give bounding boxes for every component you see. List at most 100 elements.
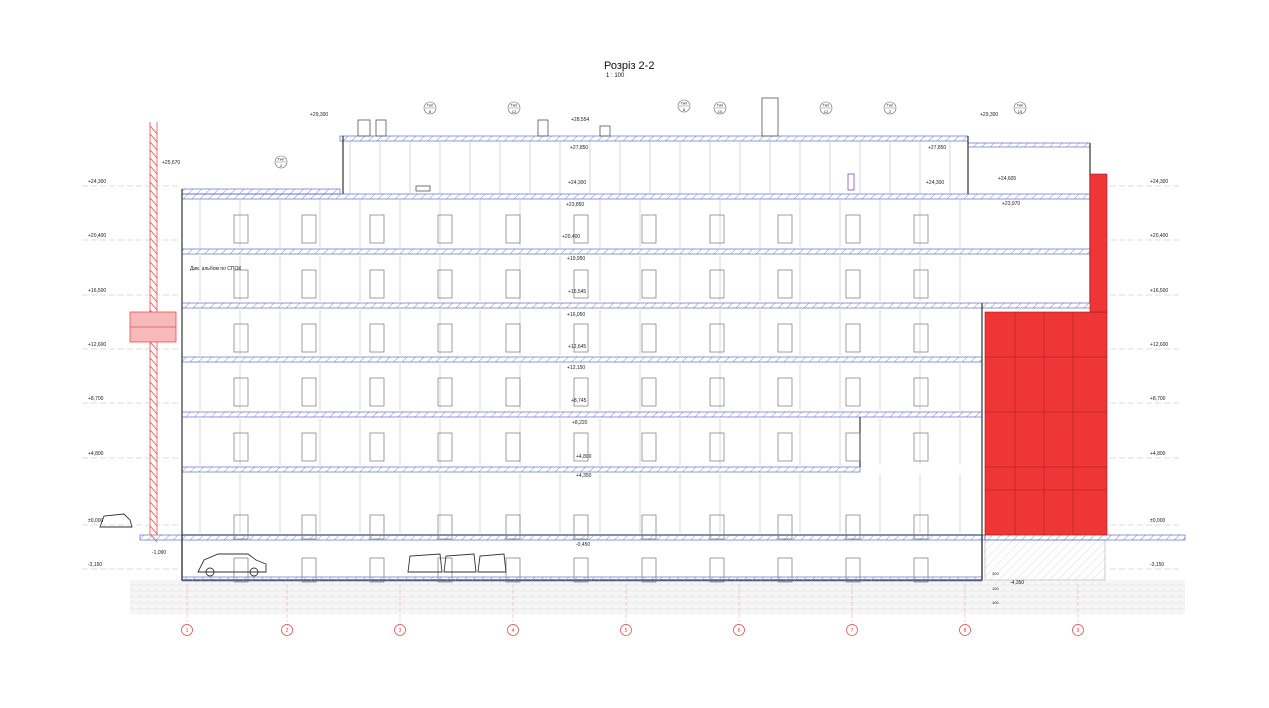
svg-text:Тип: Тип [823,103,830,108]
elevation-right-5: +4,800 [1150,451,1166,457]
elevation-left-1: +20,400 [88,233,106,239]
inner-mark-4: +20,400 [562,234,580,240]
axis-8: 8 [959,584,971,636]
inner-mark-extra-0: +27,850 [928,145,946,151]
svg-text:8: 8 [683,107,686,112]
construction-hoist [129,122,177,543]
inner-mark-5: +19,950 [567,256,585,262]
car-silhouettes [99,513,507,577]
svg-text:2: 2 [889,109,892,114]
inner-mark-10: +8,745 [571,398,587,404]
roof-mark-right: +29,300 [980,112,998,118]
elevation-right-7: -3,150 [1150,562,1164,568]
floor-slabs [181,135,1093,473]
axis-1: 1 [181,584,193,636]
axis-4: 4 [507,584,519,636]
pit-hatch [984,539,1106,581]
svg-text:Тип: Тип [681,101,688,106]
inner-mark-extra-1: +24,300 [926,180,944,186]
door-openings [233,214,929,583]
drawing-title: Розріз 2-2 [604,60,655,72]
svg-text:1: 1 [186,628,189,634]
inner-level-marks: +28,554 +27,850 +24,300 +23,850 +20,400 +19,9… [152,117,1024,586]
roof-equipment [357,97,855,192]
svg-text:8: 8 [964,628,967,634]
inner-mark-0: +28,554 [571,117,589,123]
block-level-mark: +24,605 [998,176,1016,182]
dim-2: 100 [992,586,999,591]
svg-text:Тип: Тип [717,103,724,108]
svg-text:12: 12 [824,109,829,114]
svg-text:8: 8 [429,109,432,114]
elevation-right-3: +12,600 [1150,342,1168,348]
svg-text:Тип: Тип [278,157,285,162]
svg-text:9: 9 [1077,628,1080,634]
slab-level-4 [181,302,1093,309]
small-dimensions: 300 100 100 [992,571,999,605]
axis-9: 9 [1072,584,1084,636]
elevation-left-7: -3,150 [88,562,102,568]
svg-text:Тип: Тип [1017,103,1024,108]
roof-mark-left: +29,300 [310,112,328,118]
inner-mark-9: +12,150 [567,365,585,371]
dim-1: 300 [992,571,999,576]
elevation-left-0: +24,300 [88,179,106,185]
elevation-right-6: ±0,000 [1150,518,1165,524]
elevation-right-2: +16,500 [1150,288,1168,294]
red-curtain-wall-top [1089,173,1108,313]
roof-slab-left [181,188,341,195]
elevation-left-6: ±0,000 [88,518,103,524]
svg-text:4: 4 [512,628,515,634]
inner-mark-12: +4,800 [576,454,592,460]
inner-mark-3: +23,850 [566,202,584,208]
svg-text:7: 7 [851,628,854,634]
soil-band [130,580,1185,614]
elevation-marks-right: +24,300 +20,400 +16,500 +12,600 +8,700 +4,800… [1110,179,1180,570]
inner-mark-15: -1,090 [152,550,166,556]
inner-mark-14: -0,450 [576,542,590,548]
block-floor-mark: +23,970 [1002,201,1020,207]
inner-mark-7: +16,050 [567,312,585,318]
slab-level-3 [181,356,983,363]
inner-mark-6: +16,545 [568,289,586,295]
svg-text:6: 6 [738,628,741,634]
slab-level-5 [181,248,1093,255]
slab-level-2 [181,411,983,418]
slab-level-6 [181,193,1093,200]
window-mullions [199,141,961,533]
elevation-right-1: +20,400 [1150,233,1168,239]
svg-text:5: 5 [625,628,628,634]
inner-mark-1: +27,850 [570,145,588,151]
slab-level-1 [181,466,861,473]
inner-mark-11: +8,220 [572,420,588,426]
elevation-left-2: +16,500 [88,288,106,294]
svg-text:Тип: Тип [427,103,434,108]
svg-text:2: 2 [286,628,289,634]
svg-text:12: 12 [512,109,517,114]
roof-slab-right [967,142,1091,148]
axis-2: 2 [281,584,293,636]
dim-3: 100 [992,600,999,605]
inner-mark-13: +4,350 [576,473,592,479]
red-facade [984,173,1108,536]
elevation-right-4: +8,700 [1150,396,1166,402]
axis-5: 5 [620,584,632,636]
svg-text:Тип: Тип [511,103,518,108]
grid-axes: 1 2 3 4 5 6 7 8 9 [181,584,1084,636]
svg-text:Тип: Тип [887,103,894,108]
inner-mark-16: -4,350 [1010,580,1024,586]
note-text: Див. альбом по СПОК [190,266,241,272]
red-curtain-wall [984,311,1108,536]
axis-7: 7 [846,584,858,636]
